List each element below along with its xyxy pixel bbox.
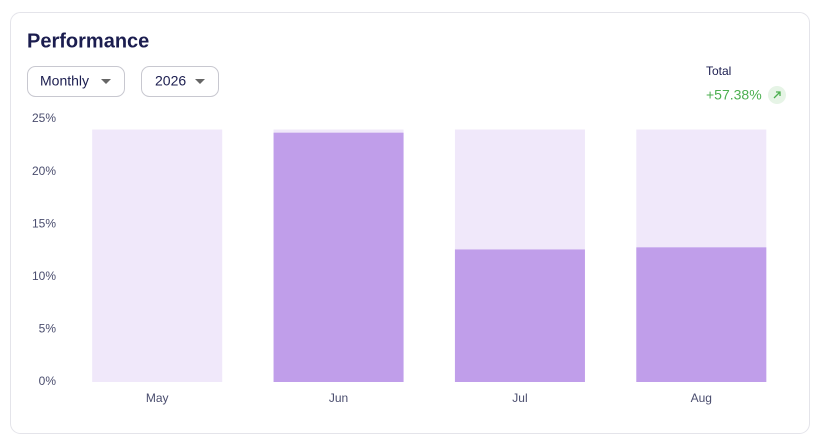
dropdown-label[interactable]: Monthly: [40, 73, 89, 89]
y-tick-label: 10%: [32, 269, 56, 283]
dropdown-box[interactable]: [141, 66, 219, 97]
x-tick-label: May: [146, 391, 169, 405]
y-tick-label: 15%: [32, 216, 56, 230]
x-tick-label: Aug: [691, 391, 712, 405]
bar: [273, 132, 404, 382]
y-tick-label: 25%: [32, 111, 56, 125]
bar: [454, 249, 585, 382]
total-label: Total: [706, 64, 731, 78]
x-tick-label: Jun: [329, 391, 348, 405]
dropdown[interactable]: 2026: [141, 66, 219, 97]
dropdown[interactable]: Monthly: [27, 66, 125, 97]
trend-arrow: [773, 91, 781, 99]
dropdown-label[interactable]: 2026: [155, 73, 186, 89]
bar: [636, 247, 767, 382]
bar-track: [92, 129, 223, 382]
y-tick-label: 20%: [32, 164, 56, 178]
total-value: +57.38%: [706, 87, 762, 103]
chart-title: Performance: [27, 30, 149, 52]
dropdown-caret: [195, 79, 205, 84]
dropdown-caret: [101, 79, 111, 84]
x-tick-label: Jul: [512, 391, 527, 405]
dropdown-box[interactable]: [27, 66, 125, 97]
y-tick-label: 5%: [39, 322, 57, 336]
y-tick-label: 0%: [39, 374, 57, 388]
